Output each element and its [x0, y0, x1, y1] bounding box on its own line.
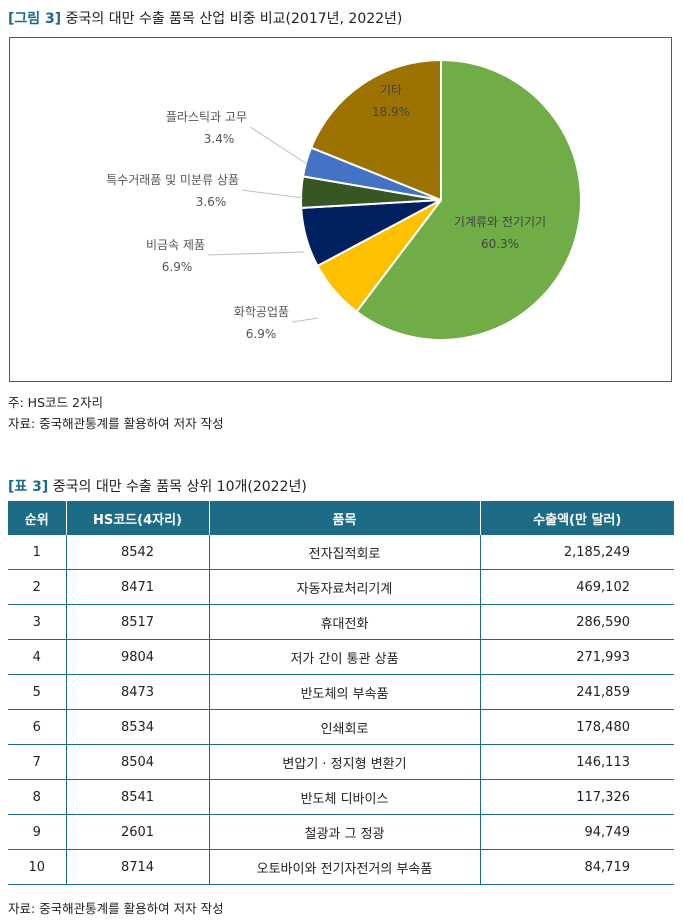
table-tag: [표 3]: [8, 479, 49, 495]
slice-label: 기계류와 전기기기: [454, 215, 546, 229]
item-cell: 철광과 그 정광: [208, 814, 480, 850]
amount-cell: 2,185,249: [479, 535, 674, 570]
table-row: 4 9804 저가 간이 통관 상품 271,993: [8, 639, 674, 675]
header-item: 품목: [208, 501, 480, 535]
item-cell: 변압기 · 정지형 변환기: [208, 744, 480, 780]
rank-cell: 2: [8, 569, 66, 605]
amount-cell: 94,749: [479, 814, 674, 850]
header-rank: 순위: [8, 501, 66, 535]
item-cell: 반도체 디바이스: [208, 779, 480, 815]
hs-cell: 8714: [65, 849, 209, 885]
item-cell: 반도체의 부속품: [208, 674, 480, 710]
table-header-row: 순위 HS코드(4자리) 품목 수출액(만 달러): [8, 501, 674, 535]
amount-cell: 84,719: [479, 849, 674, 885]
hs-cell: 8473: [65, 674, 209, 710]
hs-cell: 8471: [65, 569, 209, 605]
item-cell: 휴대전화: [208, 604, 480, 640]
export-table: 순위 HS코드(4자리) 품목 수출액(만 달러) 1 8542 전자집적회로 2,1…: [8, 501, 674, 885]
slice-value-label: 6.9%: [246, 327, 277, 341]
rank-cell: 7: [8, 744, 66, 780]
amount-cell: 146,113: [479, 744, 674, 780]
item-cell: 오토바이와 전기자전거의 부속품: [208, 849, 480, 885]
slice-value-label: 3.6%: [196, 195, 227, 209]
rank-cell: 10: [8, 849, 66, 885]
table-row: 2 8471 자동자료처리기계 469,102: [8, 569, 674, 605]
rank-cell: 8: [8, 779, 66, 815]
leader-line: [291, 317, 319, 323]
rank-cell: 4: [8, 639, 66, 675]
pie-slice: [355, 58, 582, 341]
figure-source: 자료: 중국해관통계를 활용하여 저자 작성: [8, 416, 224, 431]
hs-cell: 8541: [65, 779, 209, 815]
table-title: [표 3] 중국의 대만 수출 품목 상위 10개(2022년): [8, 476, 307, 496]
rank-cell: 9: [8, 814, 66, 850]
leader-line: [249, 126, 308, 165]
pie-slice: [309, 58, 442, 202]
table-row: 9 2601 철광과 그 정광 94,749: [8, 814, 674, 850]
pie-chart: 기계류와 전기기기 60.3% 화학공업품 6.9% 비금속 제품 6.9% 특수거래품 및…: [106, 58, 582, 341]
header-hs-code: HS코드(4자리): [65, 501, 209, 535]
figure-title: [그림 3] 중국의 대만 수출 품목 산업 비중 비교(2017년, 2022…: [8, 8, 402, 28]
table-title-text: 중국의 대만 수출 품목 상위 10개(2022년): [52, 479, 307, 495]
leader-line: [241, 189, 304, 199]
amount-cell: 271,993: [479, 639, 674, 675]
hs-cell: 8534: [65, 709, 209, 745]
figure-note: 주: HS코드 2자리: [8, 395, 103, 410]
amount-cell: 178,480: [479, 709, 674, 745]
table-row: 10 8714 오토바이와 전기자전거의 부속품 84,719: [8, 849, 674, 885]
header-amount: 수출액(만 달러): [479, 501, 674, 535]
slice-label: 비금속 제품: [146, 238, 205, 252]
amount-cell: 286,590: [479, 604, 674, 640]
amount-cell: 469,102: [479, 569, 674, 605]
slice-label: 기타: [380, 83, 402, 97]
table-row: 7 8504 변압기 · 정지형 변환기 146,113: [8, 744, 674, 780]
rank-cell: 1: [8, 535, 66, 570]
item-cell: 인쇄회로: [208, 709, 480, 745]
slice-label: 특수거래품 및 미분류 상품: [106, 173, 239, 187]
slice-value-label: 3.4%: [204, 132, 235, 146]
pie-chart-frame: 기계류와 전기기기 60.3% 화학공업품 6.9% 비금속 제품 6.9% 특수거래품 및…: [9, 37, 672, 382]
rank-cell: 6: [8, 709, 66, 745]
leader-line: [207, 251, 305, 256]
hs-cell: 8517: [65, 604, 209, 640]
table-row: 3 8517 휴대전화 286,590: [8, 604, 674, 640]
figure-title-text: 중국의 대만 수출 품목 산업 비중 비교(2017년, 2022년): [65, 11, 403, 27]
slice-label: 화학공업품: [234, 305, 289, 319]
hs-cell: 8504: [65, 744, 209, 780]
slice-label: 플라스틱과 고무: [166, 110, 247, 124]
slice-value-label: 60.3%: [481, 237, 519, 251]
rank-cell: 5: [8, 674, 66, 710]
hs-cell: 9804: [65, 639, 209, 675]
item-cell: 전자집적회로: [208, 535, 480, 570]
figure-tag: [그림 3]: [8, 11, 62, 27]
item-cell: 저가 간이 통관 상품: [208, 639, 480, 675]
rank-cell: 3: [8, 604, 66, 640]
table-row: 5 8473 반도체의 부속품 241,859: [8, 674, 674, 710]
table-source: 자료: 중국해관통계를 활용하여 저자 작성: [8, 901, 224, 916]
amount-cell: 241,859: [479, 674, 674, 710]
item-cell: 자동자료처리기계: [208, 569, 480, 605]
table-row: 8 8541 반도체 디바이스 117,326: [8, 779, 674, 815]
hs-cell: 2601: [65, 814, 209, 850]
amount-cell: 117,326: [479, 779, 674, 815]
slice-value-label: 6.9%: [162, 260, 193, 274]
table-row: 6 8534 인쇄회로 178,480: [8, 709, 674, 745]
slice-value-label: 18.9%: [372, 105, 410, 119]
table-row: 1 8542 전자집적회로 2,185,249: [8, 535, 674, 570]
hs-cell: 8542: [65, 535, 209, 570]
